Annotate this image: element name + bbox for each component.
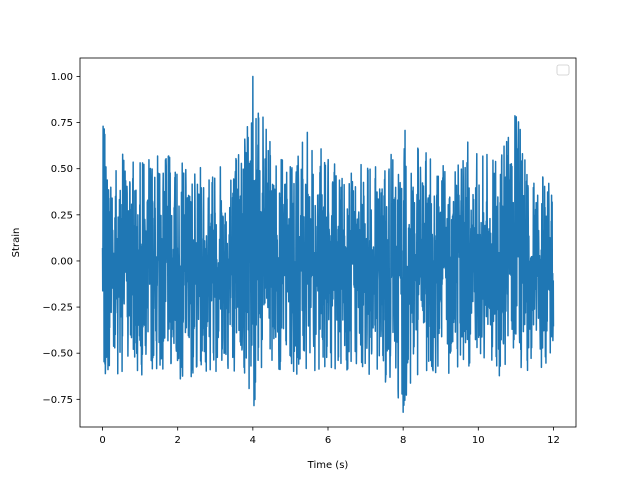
y-tick-label: −0.75 bbox=[42, 395, 73, 406]
y-tick-label: 0.25 bbox=[51, 210, 73, 221]
legend-box bbox=[556, 64, 570, 76]
y-tick-label: 0.00 bbox=[51, 256, 73, 267]
x-tick-label: 10 bbox=[472, 435, 485, 446]
y-tick-label: 0.75 bbox=[51, 118, 73, 129]
x-tick-label: 4 bbox=[250, 435, 256, 446]
y-tick-label: −0.50 bbox=[42, 349, 73, 360]
x-tick-label: 8 bbox=[400, 435, 406, 446]
y-axis-label: Strain bbox=[11, 228, 22, 258]
x-axis-ticks: 0 2 4 6 8 10 12 bbox=[99, 427, 560, 446]
x-tick-label: 12 bbox=[547, 435, 560, 446]
y-axis-ticks: −0.75 −0.50 −0.25 0.00 0.25 0.50 0.75 1.00 bbox=[42, 72, 80, 406]
series-layer bbox=[101, 75, 555, 413]
x-tick-label: 6 bbox=[325, 435, 331, 446]
y-tick-label: −0.25 bbox=[42, 303, 73, 314]
y-tick-label: 1.00 bbox=[51, 72, 73, 83]
x-tick-label: 2 bbox=[175, 435, 181, 446]
strain-series-line bbox=[101, 75, 555, 413]
x-tick-label: 0 bbox=[99, 435, 105, 446]
y-tick-label: 0.50 bbox=[51, 164, 73, 175]
x-axis-label: Time (s) bbox=[307, 460, 349, 471]
